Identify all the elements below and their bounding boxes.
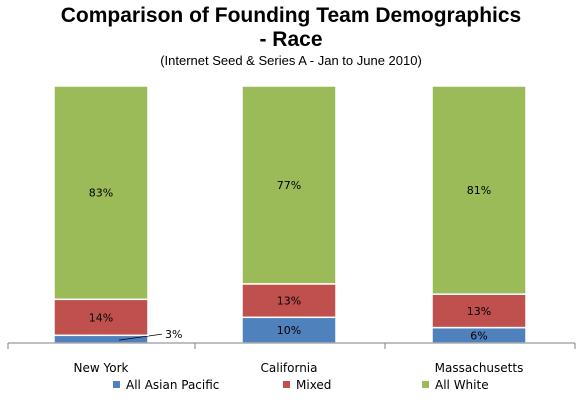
data-label-new-york-mixed: 14%	[89, 311, 113, 324]
data-label-california-all-white: 77%	[277, 179, 301, 192]
plot-area: 3% 14% 83% New York 10% 13% 77% California 6% 13%…	[7, 85, 576, 375]
data-label-california-mixed: 13%	[277, 295, 301, 308]
data-label-massachusetts-all-white: 81%	[467, 184, 491, 197]
legend-label-all-asian-pacific: All Asian Pacific	[126, 378, 219, 392]
x-tick-label-california: California	[261, 361, 318, 375]
data-label-new-york-all-asian-pacific: 3%	[165, 328, 182, 341]
legend-label-mixed: Mixed	[296, 378, 331, 392]
x-tick-label-massachusetts: Massachusetts	[435, 361, 524, 375]
legend-swatch-mixed	[283, 381, 290, 388]
legend-swatch-all-white	[422, 381, 429, 388]
chart-title-line1: Comparison of Founding Team Demographics	[61, 4, 521, 27]
chart-subtitle: (Internet Seed & Series A - Jan to June …	[160, 53, 422, 68]
bar-california-mixed	[241, 283, 337, 319]
bar-massachusetts-all-white	[431, 85, 527, 295]
data-label-massachusetts-all-asian-pacific: 6%	[470, 329, 487, 342]
label-leader-new-york-all-asian-pacific	[118, 333, 163, 341]
chart-title-line2: - Race	[259, 28, 322, 51]
data-label-massachusetts-mixed: 13%	[467, 305, 491, 318]
bar-new-york-all-asian-pacific	[53, 334, 149, 344]
legend-swatch-all-asian-pacific	[113, 381, 120, 388]
data-label-new-york-all-white: 83%	[89, 187, 113, 200]
legend-label-all-white: All White	[435, 378, 489, 392]
bar-california-all-white	[241, 85, 337, 285]
legend: All Asian Pacific Mixed All White	[113, 378, 489, 392]
data-label-california-all-asian-pacific: 10%	[277, 324, 301, 337]
bar-new-york-all-white	[53, 85, 149, 301]
bar-new-york-mixed	[53, 298, 149, 337]
x-tick-label-new-york: New York	[74, 361, 129, 375]
